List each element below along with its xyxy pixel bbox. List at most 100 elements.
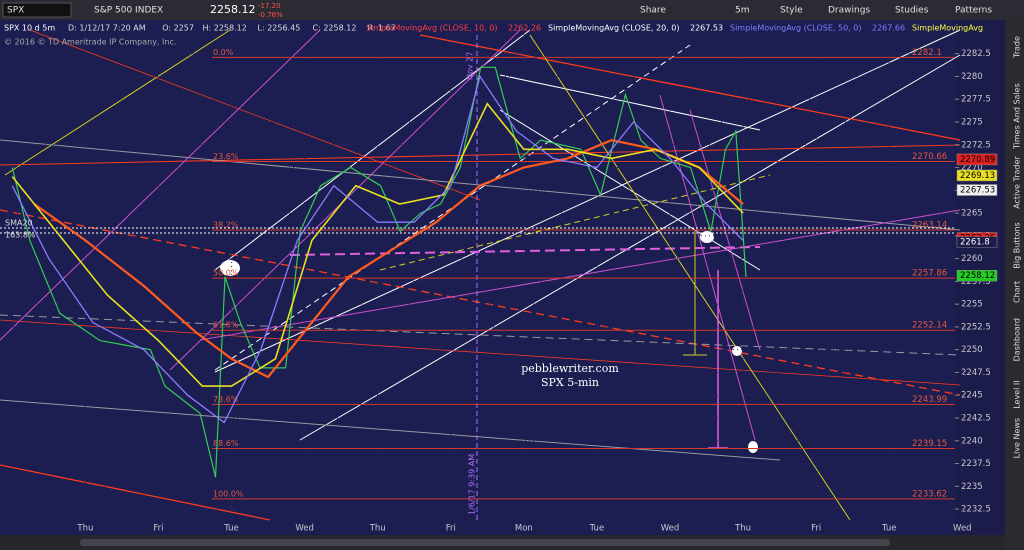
symbol-box[interactable] [2, 2, 72, 18]
trend-line [0, 399, 781, 461]
price-line [11, 102, 744, 387]
y-tick-label: 2247.5 [961, 368, 991, 378]
x-tick-label: Tue [223, 524, 239, 534]
ohlc-field: R: 1.67 [368, 24, 396, 33]
toolbar-button[interactable]: Studies [895, 6, 929, 16]
price-badge-label: 2269.13 [960, 171, 995, 181]
symbol: SPX [7, 6, 24, 16]
toolbar-button[interactable]: 5m [735, 6, 750, 16]
price-badge [956, 169, 998, 182]
x-tick-label: Fri [446, 524, 456, 534]
y-tick-label: 2237.5 [961, 459, 991, 469]
x-tick-label: Thu [369, 524, 386, 534]
sidebar-tab[interactable]: Big Buttons [1013, 222, 1022, 268]
y-tick-label: 2245 [961, 391, 983, 401]
y-tick-label: 2235 [961, 482, 983, 492]
sidebar-tab[interactable]: Trade [1013, 36, 1022, 59]
fib-percent: 100.0% [213, 489, 244, 498]
change: -17.20 [258, 2, 281, 10]
study-tag: 163.8% [5, 231, 36, 240]
trend-line [419, 34, 961, 141]
y-tick-label: 2232.5 [961, 505, 991, 515]
y-tick-label: 2255 [961, 300, 983, 310]
ohlc-field: D: 1/12/17 7:20 AM [68, 24, 146, 33]
x-tick-label: Tue [881, 524, 897, 534]
trend-line [0, 209, 961, 396]
drawings [0, 29, 961, 521]
y-tick-label: 2270 [961, 163, 983, 173]
study-label: SimpleMovingAvg (CLOSE, 10, 0) [366, 24, 497, 33]
y-tick-label: 2282.5 [961, 49, 991, 59]
x-tick-label: Wed [295, 524, 314, 534]
channel-line [214, 44, 691, 371]
fib-percent: 88.6% [213, 439, 239, 448]
study-value: 2267.53 [690, 24, 723, 33]
price-badge [956, 184, 998, 196]
y-tick-label: 2280 [961, 72, 983, 82]
study-tag: SMA20 [5, 219, 33, 228]
fib-price: 2270.66 [912, 152, 947, 162]
channel-line [499, 74, 761, 131]
y-tick-label: 2242.5 [961, 413, 991, 423]
price-badge-label: 2267.53 [960, 186, 995, 196]
trend-line [199, 209, 961, 341]
trend-line [4, 29, 231, 176]
marker [748, 441, 758, 453]
fib-percent: 0.0% [213, 48, 234, 57]
fib-percent: 23.6% [213, 152, 239, 161]
price-line [33, 139, 744, 379]
trend-line [379, 174, 771, 271]
ohlc-field: L: 2256.45 [258, 24, 301, 33]
time-label: 1/6/17 9:39 AM [468, 454, 477, 515]
last-price: 2258.12 [210, 3, 256, 16]
price-badge-label: 2258.12 [960, 271, 995, 281]
study-value: 2262.26 [508, 24, 541, 33]
fib-price: 2243.99 [912, 395, 947, 405]
sidebar-tab[interactable]: Chart [1013, 281, 1022, 303]
y-tick-label: 2265 [961, 209, 983, 219]
marker [732, 346, 742, 356]
x-tick-label: Thu [734, 524, 751, 534]
trend-line [0, 29, 321, 341]
sidebar-tab[interactable]: Active Trader [1013, 156, 1022, 209]
study-value: 2267.66 [872, 24, 905, 33]
y-tick-label: 2250 [961, 345, 983, 355]
x-tick-label: Mon [515, 524, 533, 534]
x-tick-label: Fri [811, 524, 821, 534]
plot-bg [0, 20, 1005, 550]
y-tick-label: 2257.5 [961, 277, 991, 287]
watermark: pebblewriter.com [521, 362, 619, 375]
fib-percent: 78.6% [213, 395, 239, 404]
y-tick-label: 2252.5 [961, 322, 991, 332]
sidebar-tab[interactable]: Live News [1013, 418, 1022, 459]
scroll-thumb[interactable] [80, 539, 890, 546]
x-tick-label: Fri [153, 524, 163, 534]
trend-line [0, 144, 961, 166]
x-tick-label: Tue [589, 524, 605, 534]
trend-line [0, 464, 271, 521]
fib-price: 2282.1 [912, 48, 942, 58]
sidebar-tab[interactable]: Dashboard [1013, 318, 1022, 361]
channel-line [214, 29, 961, 373]
change-pct: -0.76% [258, 11, 283, 19]
y-tick-label: 2277.5 [961, 95, 991, 105]
toolbar-button[interactable]: Style [780, 6, 803, 16]
toolbar-button[interactable]: Drawings [828, 6, 870, 16]
y-tick-label: 2260 [961, 254, 983, 264]
study-label: SimpleMovingAvg (CLOSE, 50, 0) [730, 24, 861, 33]
sidebar-tab[interactable]: Level II [1013, 380, 1022, 408]
toolbar-button[interactable]: Share [640, 6, 666, 16]
sidebar-tab[interactable]: Times And Sales [1013, 83, 1022, 150]
toolbar-button[interactable]: Patterns [955, 6, 992, 16]
sidebar-bg [1005, 20, 1024, 550]
study-label: SimpleMovingAvg (CLOSE, 20, 0) [548, 24, 679, 33]
ohlc-field: H: 2258.12 [203, 24, 247, 33]
fib-price: 2252.14 [912, 321, 947, 331]
x-tick-label: Wed [661, 524, 680, 534]
watermark: SPX 5-min [541, 376, 599, 389]
fib-price: 2263.14 [912, 221, 947, 231]
fib-price: 2233.62 [912, 489, 947, 499]
trend-line [289, 246, 761, 256]
fib-price: 2239.15 [912, 439, 947, 449]
